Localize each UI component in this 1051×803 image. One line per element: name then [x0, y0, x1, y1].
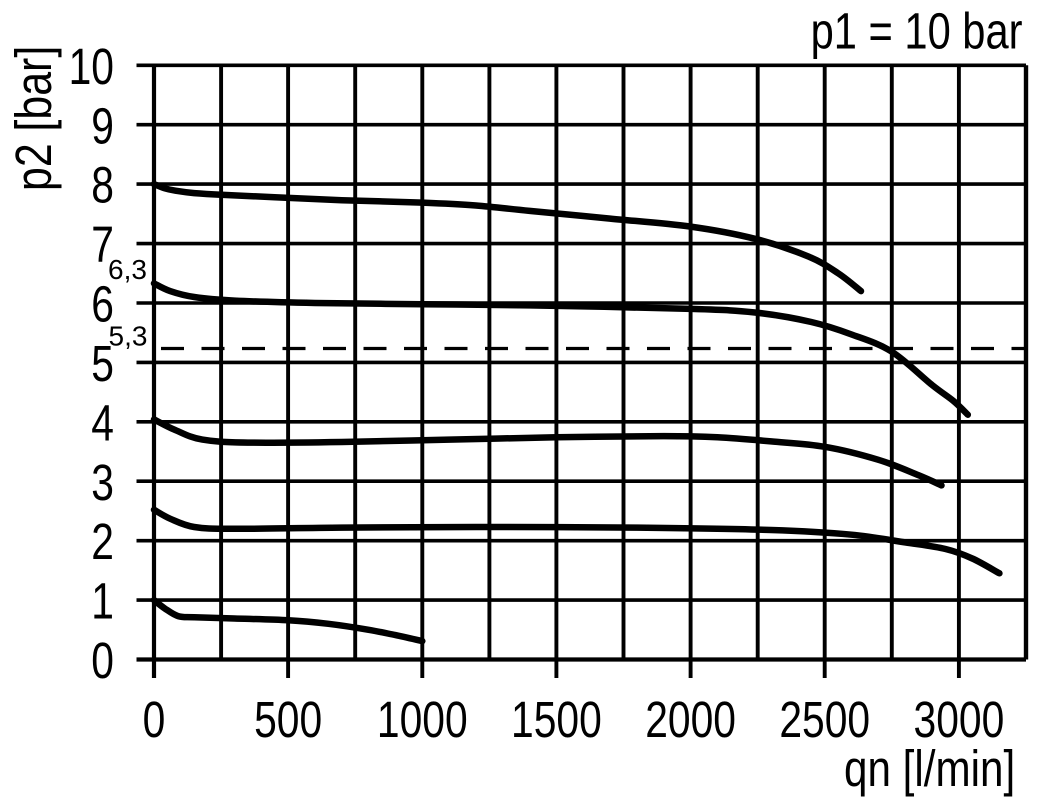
- svg-text:1: 1: [91, 572, 114, 629]
- svg-text:p2 [bar]: p2 [bar]: [4, 46, 61, 191]
- svg-text:6: 6: [91, 275, 114, 332]
- svg-text:4: 4: [91, 394, 114, 451]
- svg-text:2: 2: [91, 513, 114, 570]
- svg-text:8: 8: [91, 156, 114, 213]
- svg-text:5: 5: [91, 335, 114, 392]
- svg-text:qn [l/min]: qn [l/min]: [844, 740, 1015, 797]
- svg-text:2500: 2500: [779, 691, 870, 748]
- svg-text:0: 0: [143, 691, 166, 748]
- svg-text:2000: 2000: [645, 691, 736, 748]
- svg-text:0: 0: [91, 632, 114, 689]
- svg-text:10: 10: [69, 38, 114, 95]
- svg-text:p1 = 10 bar: p1 = 10 bar: [811, 2, 1023, 59]
- svg-text:7: 7: [91, 216, 114, 273]
- svg-text:500: 500: [254, 691, 322, 748]
- svg-text:1000: 1000: [377, 691, 468, 748]
- svg-text:3: 3: [91, 453, 114, 510]
- svg-text:9: 9: [91, 97, 114, 154]
- svg-text:5,3: 5,3: [109, 321, 148, 352]
- svg-text:6,3: 6,3: [108, 254, 147, 285]
- svg-text:3000: 3000: [914, 691, 1005, 748]
- svg-text:1500: 1500: [511, 691, 602, 748]
